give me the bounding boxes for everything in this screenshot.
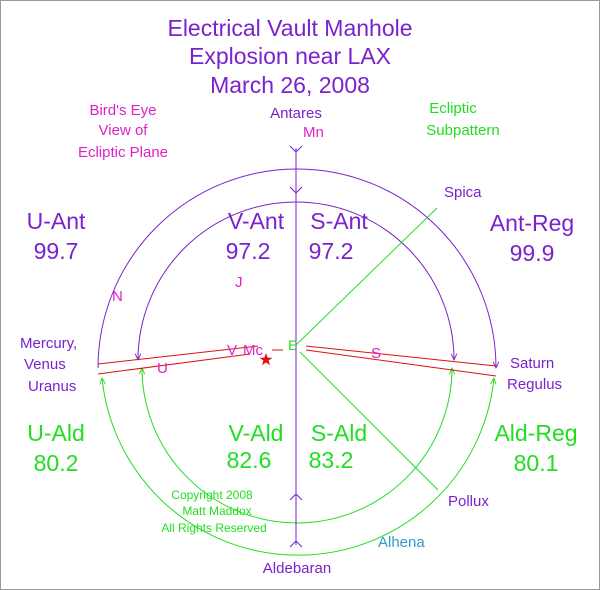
saturn-body-label: S [371, 345, 381, 362]
s-ald-label: S-Ald [311, 420, 367, 446]
alhena-label: Alhena [378, 534, 425, 551]
earth-label: E [288, 337, 297, 353]
ecliptic-line-left-2 [97, 353, 251, 375]
copyright-line-2: Matt Maddox [182, 504, 251, 518]
v-ant-value: 97.2 [226, 238, 271, 264]
v-ant-label: V-Ant [228, 208, 285, 234]
birds-eye-line-3: Ecliptic Plane [78, 144, 168, 161]
copyright-line-1: Copyright 2008 [171, 488, 253, 502]
earth-spica-line [295, 207, 438, 346]
ant-reg-label: Ant-Reg [490, 210, 574, 236]
pollux-label: Pollux [448, 493, 489, 510]
axis-arrow-lower [289, 493, 303, 501]
mercury-label: Mercury, [20, 335, 77, 352]
ecliptic-line-1: Ecliptic [429, 100, 477, 117]
ald-reg-label: Ald-Reg [494, 420, 577, 446]
ald-reg-value: 80.1 [514, 450, 559, 476]
s-ant-label: S-Ant [310, 208, 368, 234]
birds-eye-line-2: View of [99, 122, 149, 139]
ant-reg-value: 99.9 [510, 240, 555, 266]
copyright-line-3: All Rights Reserved [161, 521, 266, 535]
aldebaran-label: Aldebaran [263, 560, 331, 577]
u-ant-value: 99.7 [34, 238, 79, 264]
venus-label: Venus [24, 356, 66, 373]
node-label: N [112, 288, 123, 305]
jupiter-label: J [235, 274, 243, 291]
regulus-label: Regulus [507, 376, 562, 393]
antares-label: Antares [270, 105, 322, 122]
ecliptic-line-right-2 [305, 349, 497, 377]
outer-aldebaran-arc [102, 378, 494, 556]
axis-arrow-top [289, 145, 303, 153]
venus-body-label: V [227, 342, 237, 359]
axis-arrow-bottom [289, 540, 303, 548]
saturn-label: Saturn [510, 355, 554, 372]
u-ald-value: 80.2 [34, 450, 79, 476]
uranus-body-label: U [157, 360, 168, 377]
ecliptic-line-2: Subpattern [426, 122, 499, 139]
u-ald-label: U-Ald [27, 420, 85, 446]
star-icon [259, 353, 273, 366]
mercury-body-label: Mc [243, 342, 263, 359]
s-ald-value: 83.2 [309, 447, 354, 473]
s-ant-value: 97.2 [309, 238, 354, 264]
v-ald-value: 82.6 [227, 447, 272, 473]
uranus-label: Uranus [28, 378, 76, 395]
earth-pollux-line [299, 351, 439, 491]
axis-arrow-upper [289, 186, 303, 194]
ecliptic-line-right-1 [305, 345, 497, 367]
title-line-3: March 26, 2008 [210, 72, 370, 98]
moon-top-label: Mn [303, 124, 324, 141]
outer-antares-arc [97, 168, 496, 368]
inner-aldebaran-arc [142, 368, 452, 524]
v-ald-label: V-Ald [229, 420, 284, 446]
spica-label: Spica [444, 184, 482, 201]
birds-eye-line-1: Bird's Eye [89, 102, 156, 119]
u-ant-label: U-Ant [27, 208, 86, 234]
ecliptic-line-left-1 [97, 345, 259, 365]
title-line-2: Explosion near LAX [189, 43, 391, 69]
title-line-1: Electrical Vault Manhole [167, 15, 412, 41]
